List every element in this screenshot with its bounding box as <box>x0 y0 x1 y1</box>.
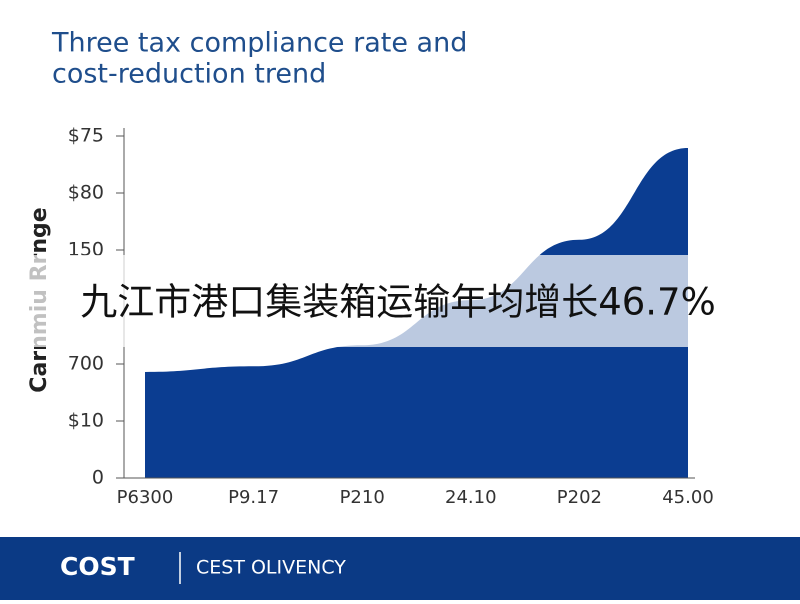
chart-title: cost-reduction trend <box>52 59 326 90</box>
y-tick-label: 700 <box>68 353 104 375</box>
footer-bar <box>0 537 800 600</box>
x-tick-label: P9.17 <box>228 487 279 508</box>
chart-title: Three tax compliance rate and <box>51 28 467 59</box>
x-tick-label: P202 <box>557 487 602 508</box>
y-tick-label: $75 <box>68 125 104 147</box>
annotation: 九江市港口集装箱运输年均增长46.7% <box>80 281 716 324</box>
area <box>145 147 688 478</box>
y-tick-label: 0 <box>92 467 104 489</box>
x-tick-label: P6300 <box>117 487 174 508</box>
x-tick-label: 24.10 <box>445 487 497 508</box>
footer-text: CEST OLIVENCY <box>196 557 346 579</box>
x-tick-label: P210 <box>340 487 385 508</box>
footer-brand: COST <box>60 552 135 581</box>
y-tick-label: $10 <box>68 410 104 432</box>
x-tick-label: 45.00 <box>662 487 714 508</box>
annotation-band <box>0 255 692 347</box>
y-tick-label: $80 <box>68 182 104 204</box>
